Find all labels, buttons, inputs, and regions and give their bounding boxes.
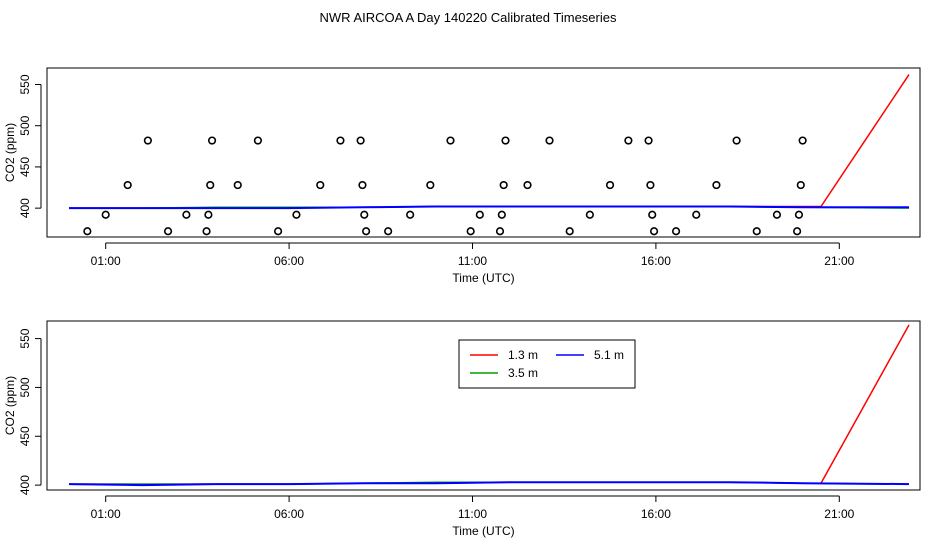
data-point — [362, 227, 371, 236]
data-point — [712, 180, 721, 190]
y-tick-label: 450 — [18, 426, 32, 446]
data-point — [206, 180, 215, 190]
series-line-5-1-mm — [68, 481, 910, 487]
data-point — [646, 180, 655, 190]
data-point — [336, 136, 345, 145]
x-tick-label: 06:00 — [274, 254, 304, 268]
x-axis-label: Time (UTC) — [452, 271, 514, 285]
legend: 1.3 m 5.1 m 3.5 m — [458, 339, 636, 389]
y-tick-label: 400 — [18, 198, 32, 218]
data-point — [207, 136, 217, 145]
series-line-5-1-mm — [69, 205, 909, 210]
y-tick-label: 450 — [18, 157, 32, 177]
legend-label: 5.1 m — [594, 348, 624, 362]
legend-box — [458, 339, 636, 389]
plot-frame — [46, 67, 921, 238]
data-point — [182, 210, 191, 219]
y-tick-label: 400 — [18, 475, 32, 495]
data-point — [644, 136, 653, 145]
data-point — [253, 136, 263, 145]
y-tick-label: 550 — [18, 74, 32, 94]
panel-top: 01:00 06:00 11:00 16:00 21:00 Time (UTC) 400 45… — [3, 67, 921, 285]
data-point — [163, 227, 173, 236]
x-tick-label: 16:00 — [641, 507, 671, 521]
data-point — [143, 136, 152, 145]
data-point — [793, 227, 802, 236]
data-point — [360, 210, 369, 219]
data-point — [649, 227, 659, 236]
data-point — [585, 210, 594, 219]
data-point — [101, 210, 110, 219]
y-axis-label: CO2 (ppm) — [3, 123, 17, 182]
data-point — [358, 180, 367, 190]
data-point — [426, 180, 435, 190]
data-point — [798, 136, 807, 145]
data-point — [565, 227, 574, 236]
plot-frame — [46, 320, 921, 491]
data-point — [204, 210, 213, 219]
y-axis-label: CO2 (ppm) — [3, 376, 17, 435]
x-tick-label: 21:00 — [824, 254, 854, 268]
data-point — [523, 180, 532, 190]
data-point — [752, 227, 761, 236]
x-tick-label: 01:00 — [91, 507, 121, 521]
x-tick-label: 21:00 — [824, 507, 854, 521]
data-point — [605, 180, 615, 190]
data-point — [406, 210, 415, 219]
legend-label: 3.5 m — [508, 366, 538, 380]
data-point — [545, 136, 554, 145]
x-tick-label: 06:00 — [274, 507, 304, 521]
x-tick-label: 11:00 — [458, 507, 487, 521]
legend-label: 1.3 m — [508, 348, 538, 362]
data-point — [233, 180, 242, 190]
data-point — [446, 136, 455, 145]
figure-title: NWR AIRCOA A Day 140220 Calibrated Times… — [320, 10, 617, 25]
data-point — [466, 227, 475, 236]
y-tick-label: 550 — [18, 328, 32, 348]
data-point — [671, 227, 681, 236]
y-tick-label: 500 — [18, 377, 32, 397]
data-point — [356, 136, 365, 145]
y-tick-label: 500 — [18, 115, 32, 135]
data-point — [292, 210, 301, 219]
x-tick-label: 11:00 — [458, 254, 487, 268]
data-point — [796, 180, 805, 190]
data-point — [202, 227, 211, 236]
series-line-1-3-mm — [69, 74, 910, 209]
data-point — [501, 136, 510, 145]
data-point — [497, 210, 506, 219]
data-point — [624, 136, 633, 145]
data-point — [475, 210, 484, 219]
data-point — [648, 210, 657, 219]
data-point — [123, 180, 132, 190]
data-point — [499, 180, 508, 190]
data-point — [316, 180, 325, 190]
x-tick-label: 01:00 — [91, 254, 121, 268]
data-point — [273, 227, 283, 236]
data-point — [794, 210, 804, 219]
data-point — [384, 227, 393, 236]
data-point — [495, 227, 505, 236]
data-point — [83, 227, 92, 236]
data-point — [732, 136, 741, 145]
data-point — [692, 210, 701, 219]
data-point — [772, 210, 782, 219]
x-tick-label: 16:00 — [641, 254, 671, 268]
panel-bottom: 01:00 06:00 11:00 16:00 21:00 Time (UTC) 400 45… — [3, 320, 921, 538]
x-axis-label: Time (UTC) — [452, 524, 514, 538]
